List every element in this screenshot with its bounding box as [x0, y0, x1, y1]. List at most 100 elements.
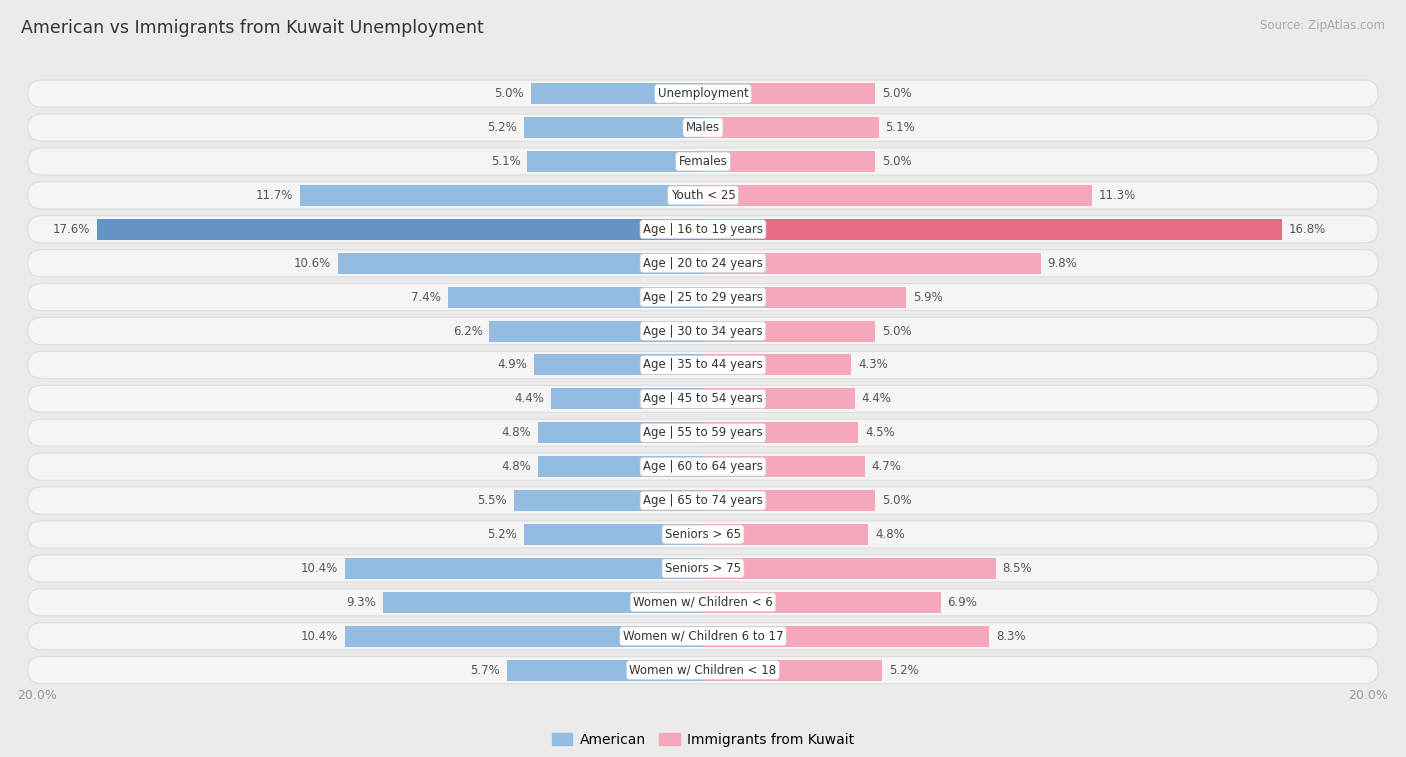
Text: 20.0%: 20.0%: [17, 689, 58, 702]
Text: 5.9%: 5.9%: [912, 291, 943, 304]
Text: 10.4%: 10.4%: [301, 630, 337, 643]
Bar: [703, 320, 875, 341]
Text: Age | 20 to 24 years: Age | 20 to 24 years: [643, 257, 763, 269]
Bar: [537, 456, 703, 477]
Text: 10.4%: 10.4%: [301, 562, 337, 575]
Text: 5.0%: 5.0%: [882, 87, 911, 100]
Bar: [524, 117, 703, 138]
Text: 4.8%: 4.8%: [875, 528, 905, 541]
Text: American vs Immigrants from Kuwait Unemployment: American vs Immigrants from Kuwait Unemp…: [21, 19, 484, 37]
Bar: [506, 659, 703, 681]
Bar: [382, 592, 703, 613]
Text: Age | 60 to 64 years: Age | 60 to 64 years: [643, 460, 763, 473]
Text: 5.7%: 5.7%: [470, 664, 499, 677]
Bar: [703, 287, 907, 307]
Text: 4.4%: 4.4%: [862, 392, 891, 405]
Bar: [337, 253, 703, 274]
Text: Males: Males: [686, 121, 720, 134]
Bar: [703, 422, 858, 444]
Text: Age | 45 to 54 years: Age | 45 to 54 years: [643, 392, 763, 405]
FancyBboxPatch shape: [28, 351, 1378, 378]
Text: 4.9%: 4.9%: [498, 358, 527, 372]
Text: Unemployment: Unemployment: [658, 87, 748, 100]
Text: Source: ZipAtlas.com: Source: ZipAtlas.com: [1260, 19, 1385, 32]
Text: 20.0%: 20.0%: [1348, 689, 1389, 702]
Text: 5.0%: 5.0%: [882, 494, 911, 507]
Text: 16.8%: 16.8%: [1289, 223, 1326, 236]
Text: Age | 16 to 19 years: Age | 16 to 19 years: [643, 223, 763, 236]
Bar: [703, 117, 879, 138]
FancyBboxPatch shape: [28, 487, 1378, 514]
FancyBboxPatch shape: [28, 216, 1378, 243]
Text: Women w/ Children < 18: Women w/ Children < 18: [630, 664, 776, 677]
Bar: [299, 185, 703, 206]
Text: Seniors > 65: Seniors > 65: [665, 528, 741, 541]
Text: 5.1%: 5.1%: [491, 155, 520, 168]
Text: 9.3%: 9.3%: [346, 596, 375, 609]
FancyBboxPatch shape: [28, 80, 1378, 107]
Bar: [534, 354, 703, 375]
Text: 4.8%: 4.8%: [501, 426, 531, 439]
Bar: [97, 219, 703, 240]
Bar: [703, 592, 941, 613]
Text: 5.1%: 5.1%: [886, 121, 915, 134]
Bar: [703, 151, 875, 172]
Text: 9.8%: 9.8%: [1047, 257, 1077, 269]
Text: 11.3%: 11.3%: [1099, 189, 1136, 202]
Bar: [703, 219, 1282, 240]
FancyBboxPatch shape: [28, 385, 1378, 413]
Legend: American, Immigrants from Kuwait: American, Immigrants from Kuwait: [546, 727, 860, 752]
Text: 4.5%: 4.5%: [865, 426, 894, 439]
Bar: [703, 659, 882, 681]
Text: Females: Females: [679, 155, 727, 168]
Bar: [527, 151, 703, 172]
Bar: [703, 524, 869, 545]
FancyBboxPatch shape: [28, 148, 1378, 175]
FancyBboxPatch shape: [28, 622, 1378, 650]
Bar: [703, 185, 1092, 206]
FancyBboxPatch shape: [28, 317, 1378, 344]
Text: 4.3%: 4.3%: [858, 358, 887, 372]
Bar: [489, 320, 703, 341]
Text: Youth < 25: Youth < 25: [671, 189, 735, 202]
Bar: [344, 558, 703, 579]
Text: 5.0%: 5.0%: [882, 325, 911, 338]
Bar: [703, 558, 995, 579]
Bar: [344, 626, 703, 646]
FancyBboxPatch shape: [28, 419, 1378, 447]
Text: Age | 30 to 34 years: Age | 30 to 34 years: [643, 325, 763, 338]
FancyBboxPatch shape: [28, 656, 1378, 684]
Text: 4.7%: 4.7%: [872, 460, 901, 473]
FancyBboxPatch shape: [28, 589, 1378, 616]
Bar: [524, 524, 703, 545]
FancyBboxPatch shape: [28, 114, 1378, 141]
Text: 5.2%: 5.2%: [488, 528, 517, 541]
Bar: [703, 456, 865, 477]
Text: 4.8%: 4.8%: [501, 460, 531, 473]
FancyBboxPatch shape: [28, 453, 1378, 480]
Text: 6.9%: 6.9%: [948, 596, 977, 609]
Text: 5.5%: 5.5%: [477, 494, 506, 507]
Bar: [703, 626, 988, 646]
Text: 5.0%: 5.0%: [882, 155, 911, 168]
Bar: [551, 388, 703, 410]
Text: Seniors > 75: Seniors > 75: [665, 562, 741, 575]
Bar: [513, 490, 703, 511]
Bar: [537, 422, 703, 444]
Bar: [703, 490, 875, 511]
Text: 10.6%: 10.6%: [294, 257, 330, 269]
FancyBboxPatch shape: [28, 182, 1378, 209]
Bar: [703, 388, 855, 410]
FancyBboxPatch shape: [28, 284, 1378, 310]
Text: Age | 25 to 29 years: Age | 25 to 29 years: [643, 291, 763, 304]
Text: 4.4%: 4.4%: [515, 392, 544, 405]
Text: Age | 55 to 59 years: Age | 55 to 59 years: [643, 426, 763, 439]
Bar: [703, 354, 851, 375]
Bar: [703, 253, 1040, 274]
Text: 11.7%: 11.7%: [256, 189, 292, 202]
Text: 7.4%: 7.4%: [412, 291, 441, 304]
FancyBboxPatch shape: [28, 250, 1378, 277]
Bar: [449, 287, 703, 307]
Bar: [531, 83, 703, 104]
Text: Women w/ Children 6 to 17: Women w/ Children 6 to 17: [623, 630, 783, 643]
